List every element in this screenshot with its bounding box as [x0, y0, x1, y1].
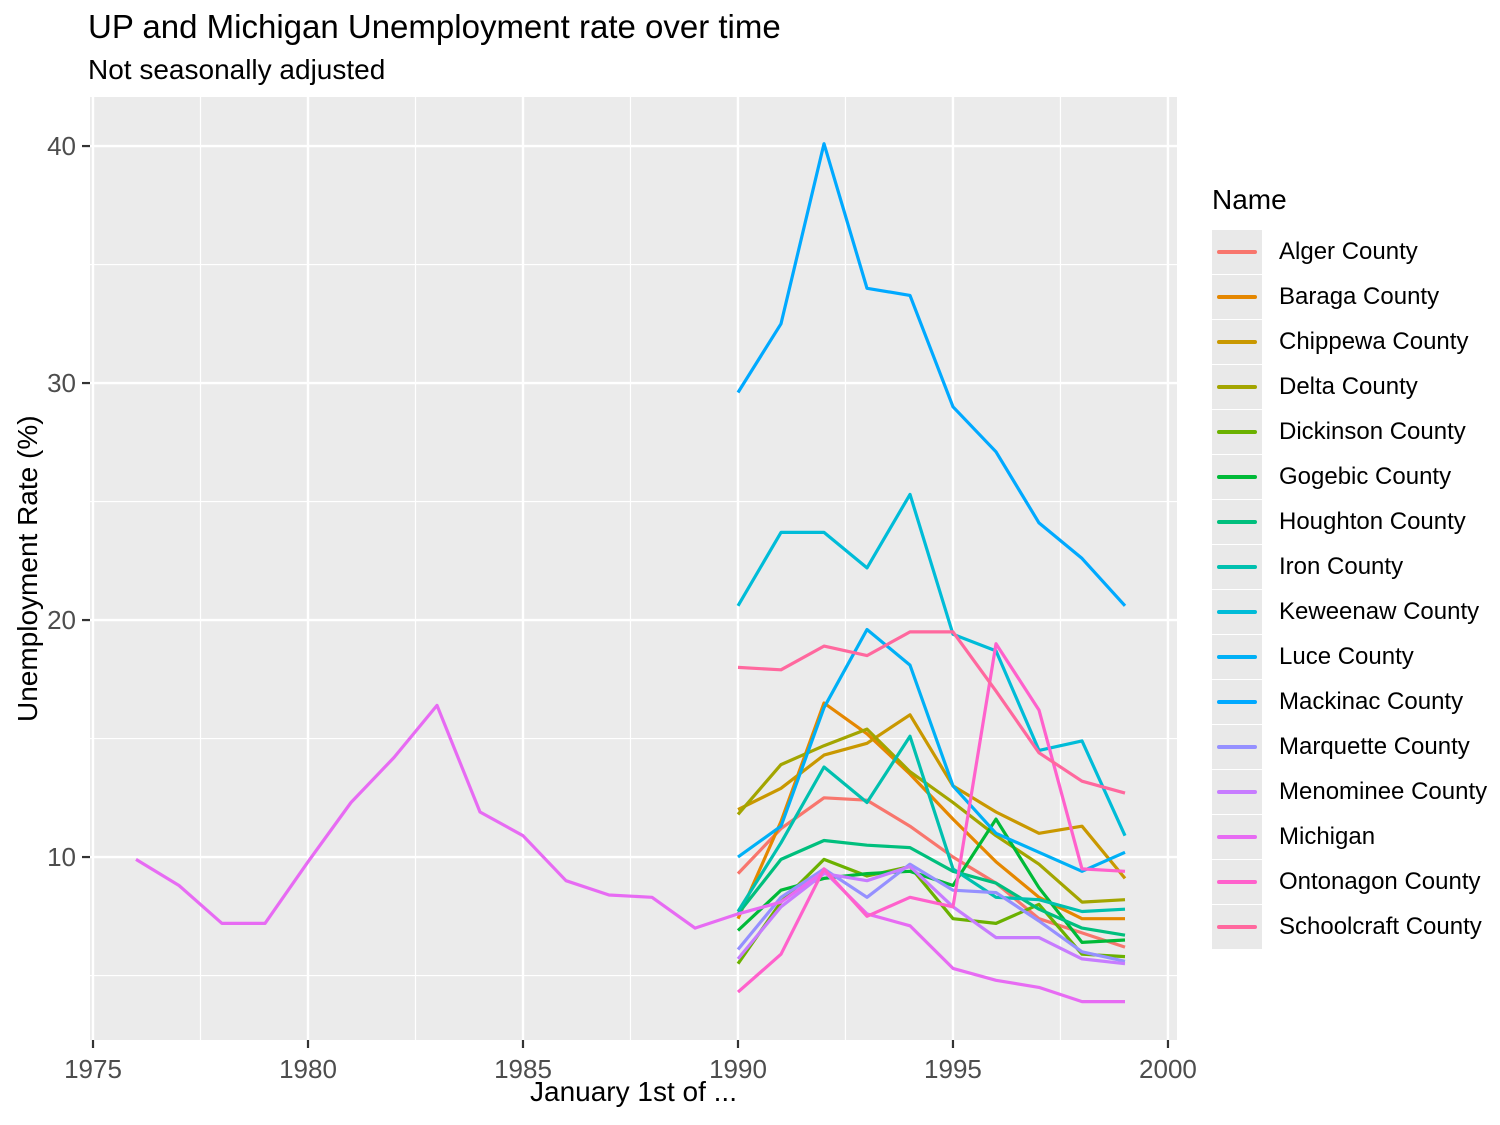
line-delta-county — [736, 727, 1126, 904]
legend: Name Alger County Baraga County Chippewa C… — [1212, 184, 1487, 950]
legend-label: Dickinson County — [1279, 418, 1466, 445]
y-tick-label-40: 40 — [47, 131, 76, 161]
line-ontonagon-county — [736, 642, 1126, 994]
x-tick-label-2000: 2000 — [1139, 1054, 1197, 1084]
legend-key-luce-county — [1212, 635, 1262, 679]
legend-line-swatch — [1217, 790, 1257, 794]
x-axis-label: January 1st of ... — [530, 1076, 737, 1107]
legend-item-dickinson-county: Dickinson County — [1212, 410, 1487, 454]
line-chippewa-county — [737, 713, 1127, 880]
legend-line-swatch — [1217, 745, 1257, 749]
legend-line-swatch — [1217, 520, 1257, 524]
legend-key-michigan — [1212, 815, 1262, 859]
x-tick-label-1980: 1980 — [279, 1054, 337, 1084]
legend-key-ontonagon-county — [1212, 860, 1262, 904]
legend-line-swatch — [1217, 835, 1257, 839]
legend-label: Iron County — [1279, 553, 1404, 580]
line-mackinac-county — [736, 142, 1127, 607]
legend-label: Chippewa County — [1279, 328, 1469, 355]
legend-item-houghton-county: Houghton County — [1212, 500, 1487, 544]
legend-item-schoolcraft-county: Schoolcraft County — [1212, 905, 1487, 949]
legend-key-mackinac-county — [1212, 680, 1262, 724]
legend-item-marquette-county: Marquette County — [1212, 725, 1487, 769]
legend-label: Mackinac County — [1279, 688, 1464, 715]
line-keweenaw-county — [736, 492, 1127, 837]
chart-title: UP and Michigan Unemployment rate over t… — [88, 8, 781, 45]
legend-key-alger-county — [1212, 230, 1262, 274]
y-axis-label: Unemployment Rate (%) — [12, 415, 43, 722]
legend-item-michigan: Michigan — [1212, 815, 1487, 859]
x-tick-label-1985: 1985 — [494, 1054, 552, 1084]
legend-key-keweenaw-county — [1212, 590, 1262, 634]
line-iron-county — [736, 734, 1126, 914]
line-menominee-county — [736, 864, 1126, 966]
legend-item-alger-county: Alger County — [1212, 230, 1487, 274]
legend-line-swatch — [1217, 925, 1257, 929]
legend-item-ontonagon-county: Ontonagon County — [1212, 860, 1487, 904]
legend-line-swatch — [1217, 655, 1257, 659]
x-tick-label-1995: 1995 — [924, 1054, 982, 1084]
legend-item-luce-county: Luce County — [1212, 635, 1487, 679]
legend-line-swatch — [1217, 385, 1257, 389]
legend-key-dickinson-county — [1212, 410, 1262, 454]
legend-label: Luce County — [1279, 643, 1414, 670]
legend-key-delta-county — [1212, 365, 1262, 409]
line-schoolcraft-county — [737, 630, 1126, 795]
legend-key-menominee-county — [1212, 770, 1262, 814]
legend-item-iron-county: Iron County — [1212, 545, 1487, 589]
legend-item-keweenaw-county: Keweenaw County — [1212, 590, 1487, 634]
legend-label: Alger County — [1279, 238, 1418, 265]
legend-item-baraga-county: Baraga County — [1212, 275, 1487, 319]
legend-label: Ontonagon County — [1279, 868, 1481, 895]
legend-items: Alger County Baraga County Chippewa County… — [1212, 230, 1487, 949]
legend-key-gogebic-county — [1212, 455, 1262, 499]
y-tick-label-10: 10 — [47, 842, 76, 872]
legend-label: Delta County — [1279, 373, 1418, 400]
y-tick-label-30: 30 — [47, 368, 76, 398]
y-tick-label-20: 20 — [47, 605, 76, 635]
line-alger-county — [736, 796, 1126, 949]
legend-key-baraga-county — [1212, 275, 1262, 319]
legend-label: Schoolcraft County — [1279, 913, 1482, 940]
legend-line-swatch — [1217, 340, 1257, 344]
legend-item-mackinac-county: Mackinac County — [1212, 680, 1487, 724]
legend-line-swatch — [1217, 475, 1257, 479]
legend-line-swatch — [1217, 430, 1257, 434]
legend-label: Menominee County — [1279, 778, 1488, 805]
legend-label: Baraga County — [1279, 283, 1440, 310]
legend-line-swatch — [1217, 880, 1257, 884]
legend-line-swatch — [1217, 250, 1257, 254]
legend-line-swatch — [1217, 295, 1257, 299]
legend-item-menominee-county: Menominee County — [1212, 770, 1487, 814]
line-houghton-county — [736, 838, 1126, 937]
legend-item-chippewa-county: Chippewa County — [1212, 320, 1487, 364]
legend-key-chippewa-county — [1212, 320, 1262, 364]
legend-line-swatch — [1217, 565, 1257, 569]
legend-label: Houghton County — [1279, 508, 1466, 535]
line-dickinson-county — [736, 857, 1126, 965]
line-marquette-county — [736, 862, 1126, 963]
legend-line-swatch — [1217, 700, 1257, 704]
x-tick-label-1990: 1990 — [709, 1054, 767, 1084]
legend-key-marquette-county — [1212, 725, 1262, 769]
legend-key-schoolcraft-county — [1212, 905, 1262, 949]
line-michigan — [135, 703, 1125, 1004]
line-luce-county — [737, 627, 1126, 873]
legend-label: Marquette County — [1279, 733, 1470, 760]
legend-line-swatch — [1217, 610, 1257, 614]
legend-item-delta-county: Delta County — [1212, 365, 1487, 409]
legend-label: Keweenaw County — [1279, 598, 1480, 625]
legend-title: Name — [1212, 184, 1287, 215]
legend-key-houghton-county — [1212, 500, 1262, 544]
legend-key-iron-county — [1212, 545, 1262, 589]
x-tick-label-1975: 1975 — [64, 1054, 122, 1084]
line-baraga-county — [736, 701, 1125, 921]
legend-label: Michigan — [1279, 823, 1376, 850]
legend-item-gogebic-county: Gogebic County — [1212, 455, 1487, 499]
legend-label: Gogebic County — [1279, 463, 1452, 490]
chart-subtitle: Not seasonally adjusted — [88, 54, 386, 85]
